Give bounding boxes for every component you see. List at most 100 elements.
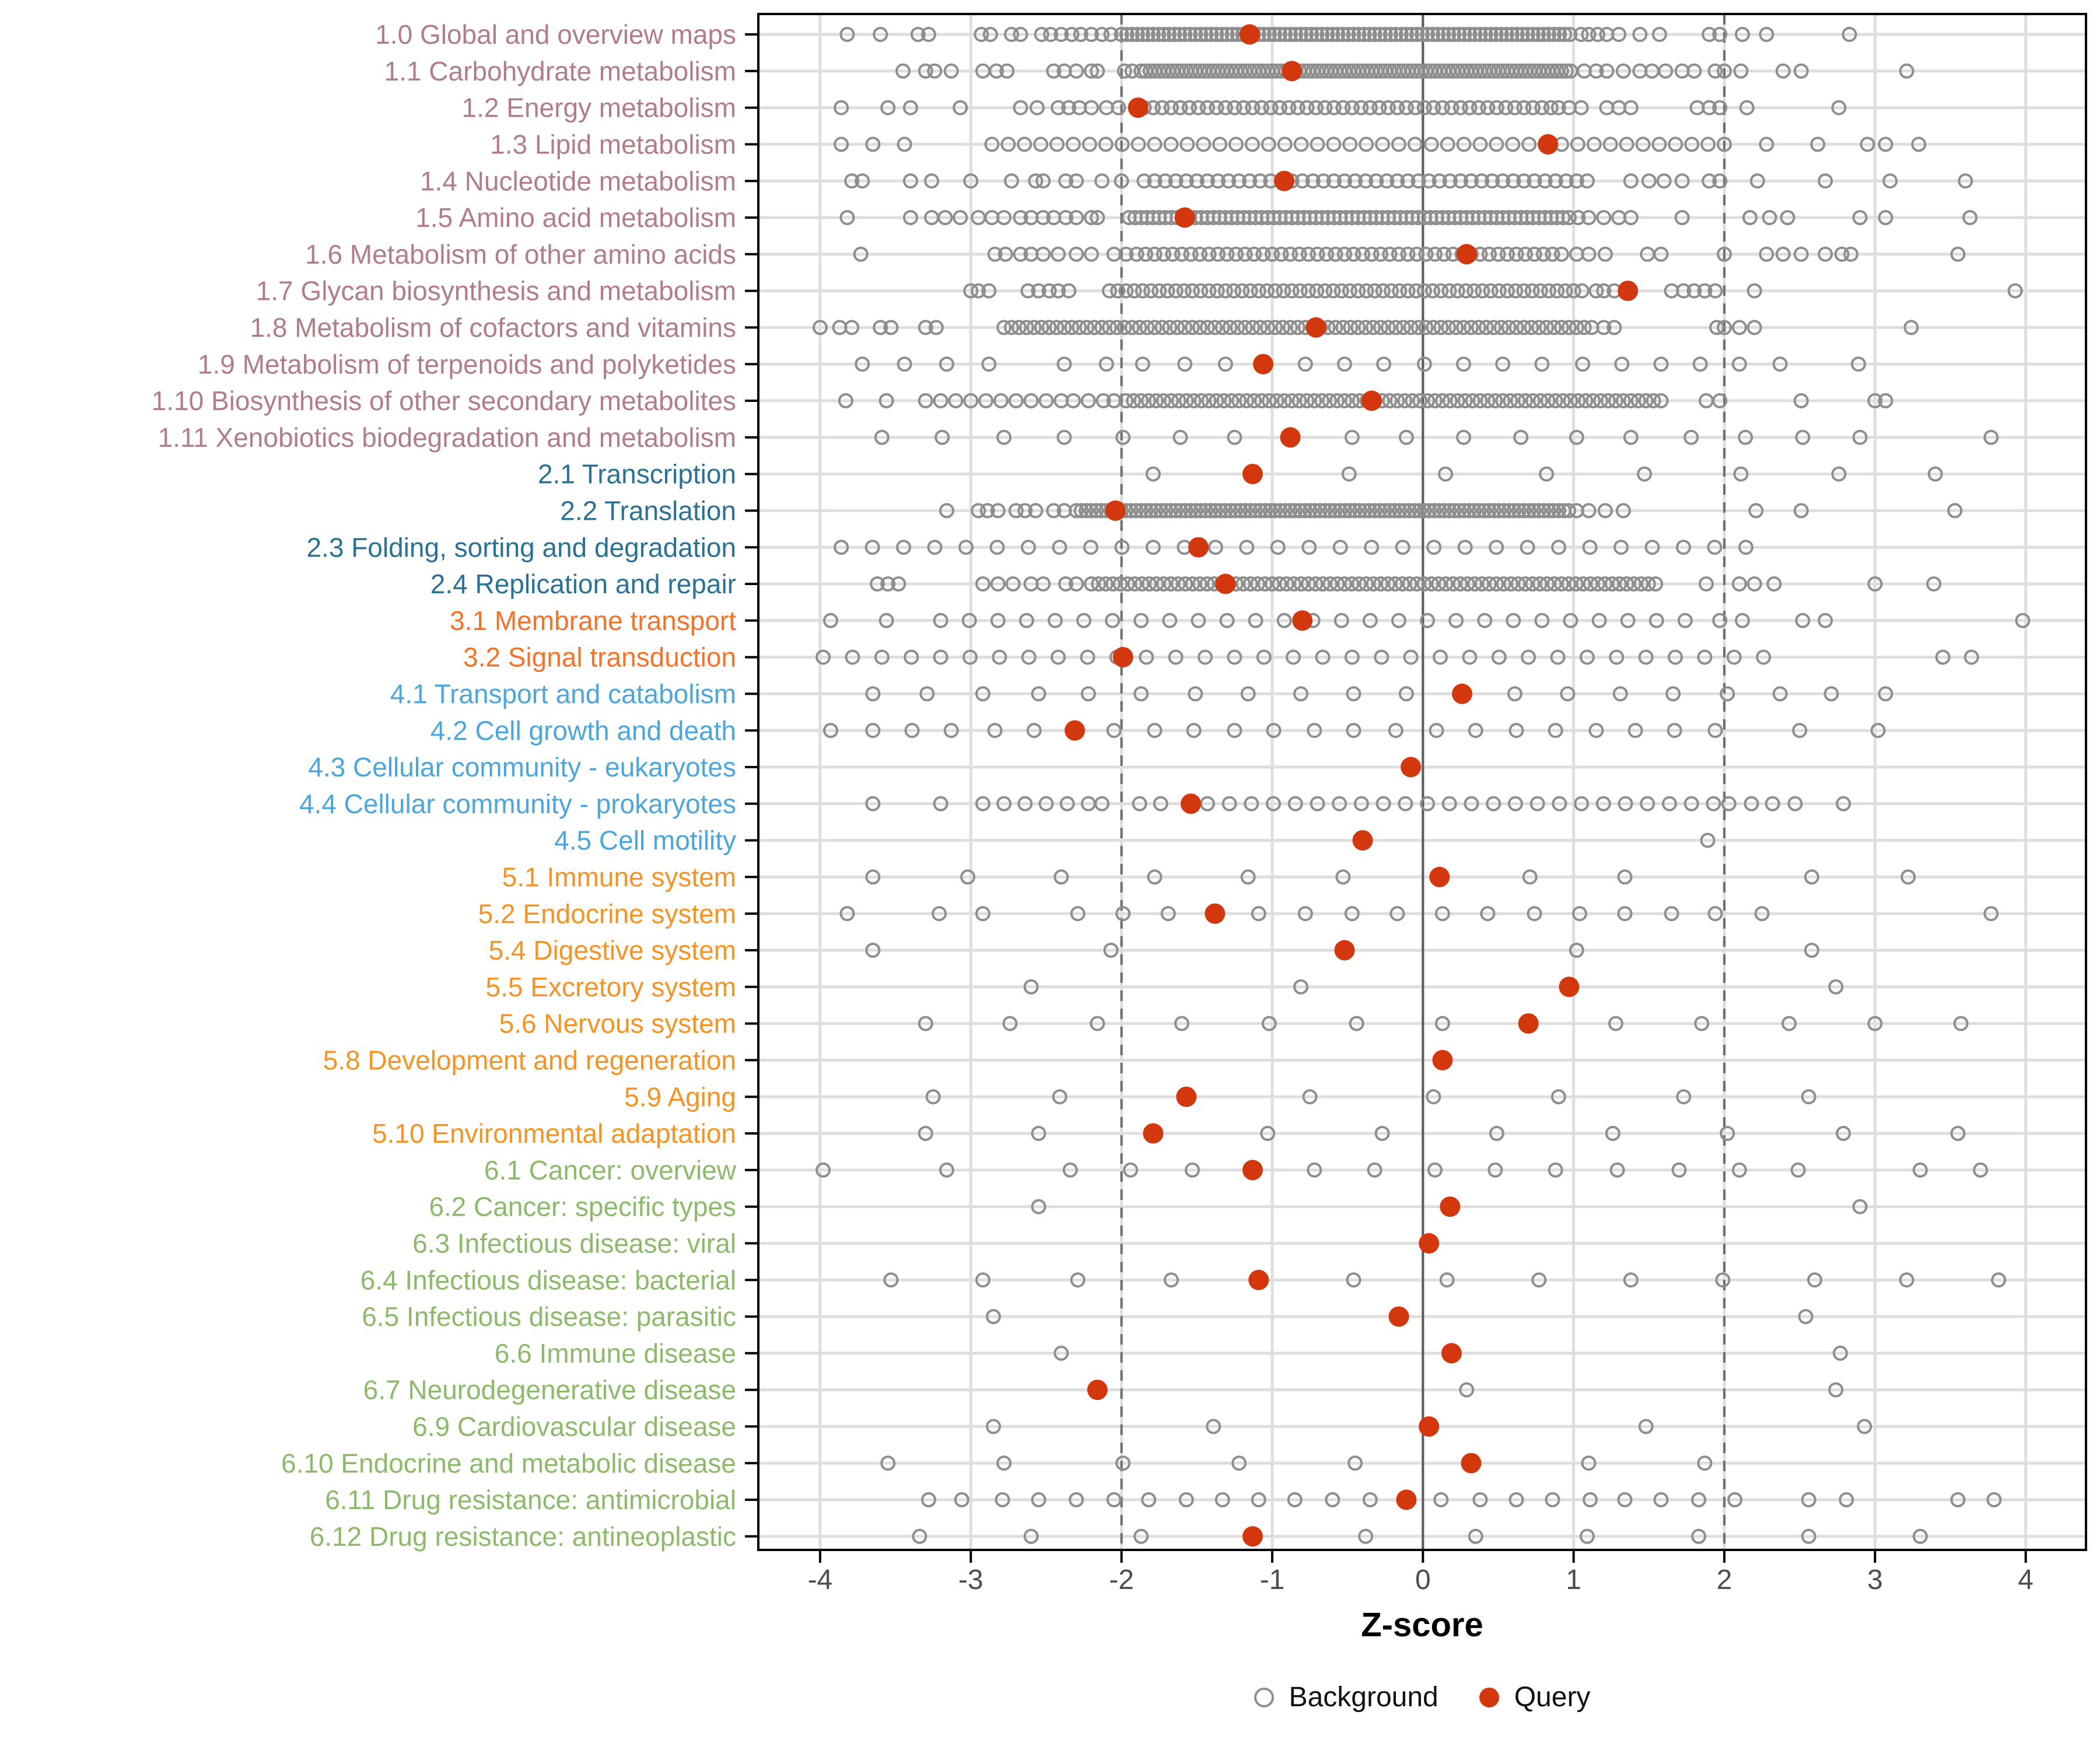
background-point [1197, 649, 1213, 665]
background-point [1041, 283, 1057, 299]
background-point [1828, 1382, 1844, 1398]
background-point [1550, 100, 1566, 116]
background-point [1403, 649, 1419, 665]
background-point [954, 1492, 970, 1507]
background-point [1382, 503, 1398, 519]
background-point [883, 1272, 899, 1288]
background-point [1052, 540, 1068, 555]
background-point [1126, 393, 1142, 408]
background-point [1491, 649, 1507, 665]
background-point [1548, 723, 1563, 738]
background-point [1612, 686, 1628, 702]
query-point [1280, 427, 1301, 448]
background-point [1570, 393, 1586, 408]
background-point [1927, 466, 1943, 482]
background-point [1464, 796, 1479, 811]
row-label: 5.9 Aging [624, 1082, 736, 1112]
background-point [1793, 63, 1809, 79]
background-point [1083, 210, 1099, 225]
background-point [1623, 100, 1639, 116]
background-point [1046, 63, 1062, 79]
row-label: 4.3 Cellular community - eukaryotes [308, 752, 736, 782]
background-point [1566, 283, 1581, 299]
row-label: 6.6 Immune disease [495, 1338, 736, 1368]
background-point [1248, 503, 1264, 519]
background-point [1090, 63, 1105, 79]
background-point [961, 612, 977, 628]
background-point [1317, 100, 1333, 116]
background-point [1252, 320, 1268, 335]
background-point [1106, 723, 1122, 738]
background-point [1145, 466, 1161, 482]
background-point [1508, 320, 1524, 335]
background-point [1445, 576, 1461, 592]
row-label: 1.2 Energy metabolism [462, 93, 736, 123]
background-point [1433, 283, 1449, 299]
background-point [1746, 283, 1762, 299]
background-point [1165, 246, 1181, 262]
background-point [855, 356, 870, 372]
background-point [1310, 136, 1325, 152]
background-point [1299, 393, 1315, 408]
background-point [1178, 1492, 1194, 1507]
background-point [1292, 503, 1308, 519]
query-point [1252, 354, 1273, 374]
background-point [1349, 1016, 1364, 1031]
background-point [1261, 136, 1276, 152]
background-point [1162, 320, 1178, 335]
background-point [1534, 100, 1550, 116]
background-point [1052, 1089, 1068, 1105]
background-point [1119, 27, 1135, 42]
background-point [974, 27, 989, 42]
background-point [1300, 576, 1316, 592]
row-label: 6.9 Cardiovascular disease [412, 1412, 736, 1442]
background-point [1069, 246, 1084, 262]
background-point [1614, 356, 1630, 372]
background-point [1221, 173, 1237, 189]
background-point [1110, 283, 1126, 299]
background-point [1570, 210, 1586, 225]
background-point [1546, 320, 1562, 335]
background-point [948, 393, 964, 408]
background-point [902, 100, 918, 116]
background-point [1582, 540, 1598, 555]
background-point [1901, 869, 1916, 885]
background-point [1474, 576, 1490, 592]
background-point [1759, 136, 1774, 152]
background-point [1004, 27, 1020, 42]
background-point [1228, 136, 1244, 152]
background-point [1653, 1492, 1669, 1507]
background-point [1393, 27, 1409, 42]
background-point [1314, 393, 1330, 408]
background-point [865, 136, 881, 152]
background-point [1199, 320, 1215, 335]
background-point [1376, 796, 1391, 811]
background-point [1716, 136, 1732, 152]
background-point [1590, 27, 1605, 42]
background-point [1602, 136, 1618, 152]
background-point [1617, 906, 1633, 922]
background-point [1588, 63, 1604, 79]
background-point [1203, 503, 1219, 519]
background-point [1227, 503, 1243, 519]
background-point [1198, 503, 1213, 519]
query-point [1176, 1086, 1197, 1107]
background-point [1358, 320, 1374, 335]
background-point [1029, 100, 1045, 116]
background-point [1073, 27, 1088, 42]
row-label: 4.4 Cellular community - prokaryotes [299, 789, 736, 819]
background-point [1398, 100, 1414, 116]
background-point [1315, 173, 1331, 189]
background-point [1359, 136, 1374, 152]
row-label: 5.4 Digestive system [489, 935, 736, 965]
background-point [1163, 503, 1179, 519]
background-point [1185, 283, 1200, 299]
background-point [1344, 393, 1360, 408]
background-point [1177, 320, 1193, 335]
background-point [1575, 356, 1591, 372]
background-point [1818, 173, 1833, 189]
background-point [1379, 173, 1395, 189]
background-point [990, 612, 1006, 628]
background-point [865, 723, 881, 738]
